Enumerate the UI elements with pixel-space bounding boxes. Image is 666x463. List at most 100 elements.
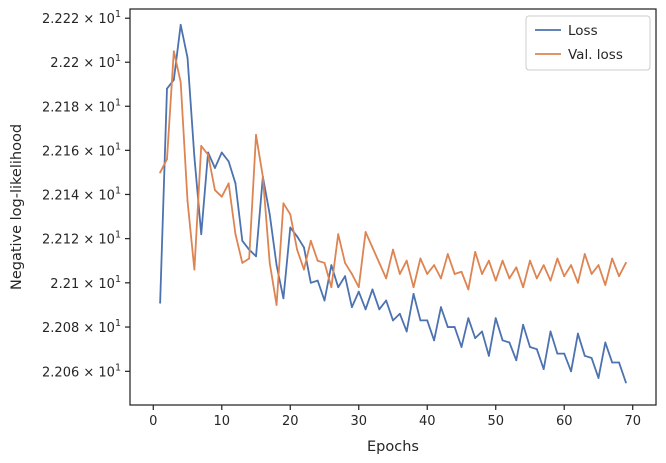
legend: Loss Val. loss xyxy=(525,15,651,71)
data-point xyxy=(515,359,518,362)
data-point xyxy=(364,231,367,233)
data-point xyxy=(440,306,442,309)
data-point xyxy=(467,288,470,291)
legend-label-loss: Loss xyxy=(568,23,598,39)
data-point xyxy=(577,281,579,284)
data-point xyxy=(193,156,196,158)
data-point xyxy=(453,273,456,275)
data-point xyxy=(357,286,360,289)
data-point xyxy=(364,308,367,311)
data-point xyxy=(323,299,326,302)
data-point xyxy=(268,213,271,216)
data-point xyxy=(467,317,470,320)
data-point xyxy=(179,23,182,26)
x-tick-label: 20 xyxy=(282,414,299,429)
data-point xyxy=(309,239,312,242)
data-point xyxy=(522,286,525,289)
data-point xyxy=(255,255,257,258)
data-point xyxy=(172,78,175,81)
data-point xyxy=(275,264,278,267)
data-point xyxy=(618,361,620,364)
data-point xyxy=(542,368,545,371)
data-point xyxy=(371,246,374,249)
data-point xyxy=(268,262,271,264)
data-point xyxy=(405,259,408,262)
data-point xyxy=(405,330,408,333)
data-point xyxy=(337,286,340,289)
data-point xyxy=(481,273,483,275)
y-tick-label: 2.206 × 101 xyxy=(42,362,121,380)
data-point xyxy=(166,87,168,90)
data-point xyxy=(419,257,422,260)
data-point xyxy=(159,301,162,304)
data-point xyxy=(344,262,346,264)
data-point xyxy=(535,348,538,351)
data-point xyxy=(357,290,360,293)
data-point xyxy=(611,361,614,364)
data-point xyxy=(460,346,463,348)
data-point xyxy=(529,259,531,262)
data-point xyxy=(426,319,429,322)
data-point xyxy=(186,56,189,59)
legend-label-val-loss: Val. loss xyxy=(568,47,623,63)
data-point xyxy=(597,377,600,379)
y-tick-label: 2.222 × 101 xyxy=(42,9,121,27)
x-tick-label: 70 xyxy=(624,414,641,429)
x-axis: 0 10 20 30 40 50 60 70 xyxy=(149,405,641,429)
data-point xyxy=(234,233,237,236)
y-axis-label: Negative log-likelihood xyxy=(9,124,25,290)
data-point xyxy=(179,81,182,83)
data-point xyxy=(378,308,381,311)
data-point xyxy=(419,319,422,322)
data-point xyxy=(241,262,244,264)
data-point xyxy=(556,352,559,355)
data-point xyxy=(487,354,490,357)
data-point xyxy=(494,279,497,282)
data-point xyxy=(200,145,203,147)
data-point xyxy=(385,299,388,302)
data-point xyxy=(214,167,216,169)
data-point xyxy=(296,248,299,251)
data-point xyxy=(371,288,374,291)
data-point xyxy=(200,233,203,236)
x-tick-label: 10 xyxy=(214,414,231,429)
data-point xyxy=(166,158,168,161)
data-point xyxy=(227,160,230,163)
data-point xyxy=(241,239,244,242)
data-point xyxy=(303,246,305,249)
data-point xyxy=(624,262,627,264)
data-point xyxy=(542,264,545,267)
data-point xyxy=(474,250,477,253)
x-tick-label: 30 xyxy=(350,414,367,429)
data-point xyxy=(440,277,442,280)
data-point xyxy=(508,277,511,280)
data-point xyxy=(433,264,435,267)
data-point xyxy=(446,253,449,255)
data-point xyxy=(412,292,415,295)
data-point xyxy=(433,339,435,342)
y-tick-label: 2.214 × 101 xyxy=(42,185,121,203)
x-axis-label: Epochs xyxy=(367,439,419,455)
data-point xyxy=(296,235,299,238)
data-point xyxy=(309,281,312,284)
data-point xyxy=(494,317,497,320)
data-point xyxy=(570,370,572,373)
data-point xyxy=(398,312,401,315)
data-point xyxy=(220,151,223,154)
data-point xyxy=(570,264,572,267)
data-point xyxy=(330,286,333,289)
data-point xyxy=(460,270,463,273)
data-point xyxy=(522,323,525,326)
y-tick-label: 2.208 × 101 xyxy=(42,318,121,336)
data-point xyxy=(501,339,504,342)
data-point xyxy=(412,286,415,289)
data-point xyxy=(501,259,504,262)
data-point xyxy=(275,304,278,306)
data-point xyxy=(611,257,614,260)
data-point xyxy=(330,264,333,267)
data-point xyxy=(159,171,162,174)
data-point xyxy=(481,330,483,333)
data-point xyxy=(255,134,257,136)
data-point xyxy=(351,273,353,275)
x-tick-label: 60 xyxy=(556,414,573,429)
